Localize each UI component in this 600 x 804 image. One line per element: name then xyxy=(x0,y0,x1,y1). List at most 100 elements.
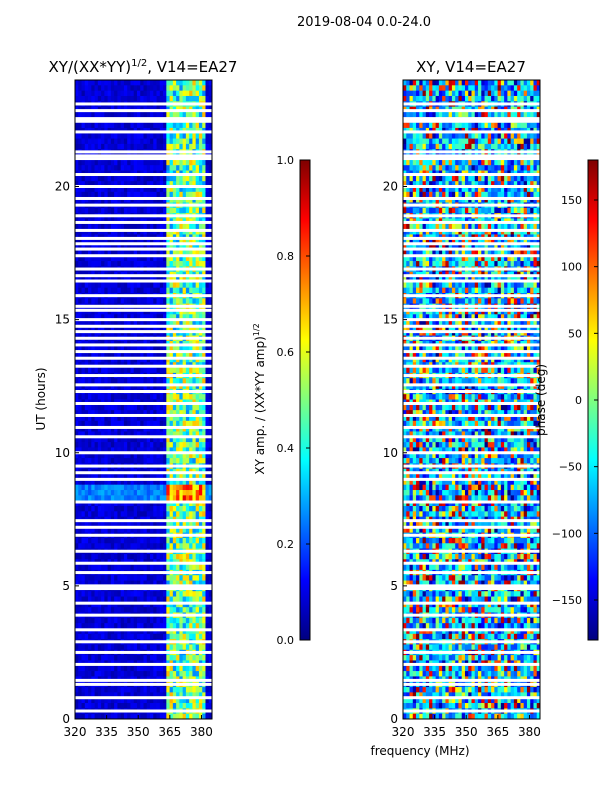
heatmap-cell xyxy=(189,394,193,400)
heatmap-cell xyxy=(144,644,148,650)
heatmap-cell xyxy=(134,80,138,86)
heatmap-cell xyxy=(202,655,206,661)
heatmap-cell xyxy=(124,538,128,544)
heatmap-cell xyxy=(153,495,157,501)
heatmap-cell xyxy=(114,511,118,517)
heatmap-cell xyxy=(163,224,167,230)
heatmap-cell xyxy=(101,703,105,709)
heatmap-cell xyxy=(98,597,102,603)
heatmap-cell xyxy=(160,442,164,448)
heatmap-cell xyxy=(117,224,121,230)
heatmap-cell xyxy=(75,644,79,650)
heatmap-cell xyxy=(85,394,89,400)
heatmap-cell xyxy=(82,144,86,150)
heatmap-cell xyxy=(82,666,86,672)
heatmap-cell xyxy=(157,144,161,150)
heatmap-cell xyxy=(124,288,128,294)
heatmap-cell xyxy=(134,224,138,230)
heatmap-cell xyxy=(163,623,167,629)
heatmap-cell xyxy=(137,144,141,150)
heatmap-cell xyxy=(179,495,183,501)
heatmap-cell xyxy=(124,597,128,603)
heatmap-cell xyxy=(202,538,206,544)
heatmap-cell xyxy=(140,506,144,512)
heatmap-cell xyxy=(147,421,151,427)
heatmap-cell xyxy=(144,224,148,230)
heatmap-cell xyxy=(157,607,161,613)
heatmap-cell xyxy=(114,80,118,86)
heatmap-cell xyxy=(104,123,108,129)
heatmap-cell xyxy=(144,288,148,294)
heatmap-cell xyxy=(121,575,125,581)
heatmap-cell xyxy=(82,671,86,677)
heatmap-cell xyxy=(163,112,167,118)
heatmap-cell xyxy=(173,565,177,571)
heatmap-cell xyxy=(140,485,144,491)
heatmap-cell xyxy=(121,623,125,629)
heatmap-cell xyxy=(111,485,115,491)
heatmap-cell xyxy=(88,421,92,427)
heatmap-cell xyxy=(150,495,154,501)
heatmap-cell xyxy=(205,176,209,182)
heatmap-cell xyxy=(78,85,82,91)
heatmap-cell xyxy=(179,703,183,709)
heatmap-cell xyxy=(108,96,112,102)
heatmap-cell xyxy=(75,511,79,517)
heatmap-cell xyxy=(137,96,141,102)
heatmap-cell xyxy=(78,634,82,640)
heatmap-cell xyxy=(183,144,187,150)
heatmap-cell xyxy=(192,511,196,517)
heatmap-cell xyxy=(127,298,131,304)
heatmap-cell xyxy=(78,591,82,597)
heatmap-cell xyxy=(186,666,190,672)
heatmap-cell xyxy=(176,261,180,267)
heatmap-cell xyxy=(179,123,183,129)
heatmap-cell xyxy=(160,133,164,139)
heatmap-cell xyxy=(157,282,161,288)
heatmap-cell xyxy=(176,644,180,650)
heatmap-cell xyxy=(205,208,209,214)
heatmap-cell xyxy=(176,165,180,171)
heatmap-cell xyxy=(166,394,170,400)
heatmap-cell xyxy=(205,224,209,230)
heatmap-cell xyxy=(153,298,157,304)
heatmap-cell xyxy=(95,666,99,672)
heatmap-cell xyxy=(202,144,206,150)
heatmap-cell xyxy=(157,597,161,603)
heatmap-cell xyxy=(170,139,174,145)
heatmap-cell xyxy=(78,368,82,374)
heatmap-cell xyxy=(111,565,115,571)
heatmap-cell xyxy=(163,458,167,464)
heatmap-cell xyxy=(85,623,89,629)
heatmap-cell xyxy=(127,485,131,491)
heatmap-cell xyxy=(91,671,95,677)
heatmap-cell xyxy=(134,597,138,603)
heatmap-cell xyxy=(130,288,134,294)
heatmap-cell xyxy=(147,565,151,571)
heatmap-cell xyxy=(176,538,180,544)
heatmap-cell xyxy=(199,91,203,97)
heatmap-cell xyxy=(186,224,190,230)
heatmap-cell xyxy=(192,91,196,97)
heatmap-cell xyxy=(147,378,151,384)
heatmap-cell xyxy=(196,176,200,182)
heatmap-cell xyxy=(186,575,190,581)
heatmap-cell xyxy=(98,490,102,496)
heatmap-cell xyxy=(111,282,115,288)
heatmap-cell xyxy=(108,80,112,86)
heatmap-cell xyxy=(153,655,157,661)
heatmap-cell xyxy=(189,261,193,267)
heatmap-cell xyxy=(173,192,177,198)
heatmap-cell xyxy=(183,565,187,571)
heatmap-cell xyxy=(121,506,125,512)
heatmap-cell xyxy=(176,485,180,491)
heatmap-cell xyxy=(170,261,174,267)
heatmap-cell xyxy=(205,703,209,709)
heatmap-cell xyxy=(124,298,128,304)
heatmap-cell xyxy=(153,160,157,166)
heatmap-cell xyxy=(88,703,92,709)
heatmap-cell xyxy=(179,394,183,400)
heatmap-cell xyxy=(153,208,157,214)
heatmap-cell xyxy=(140,144,144,150)
